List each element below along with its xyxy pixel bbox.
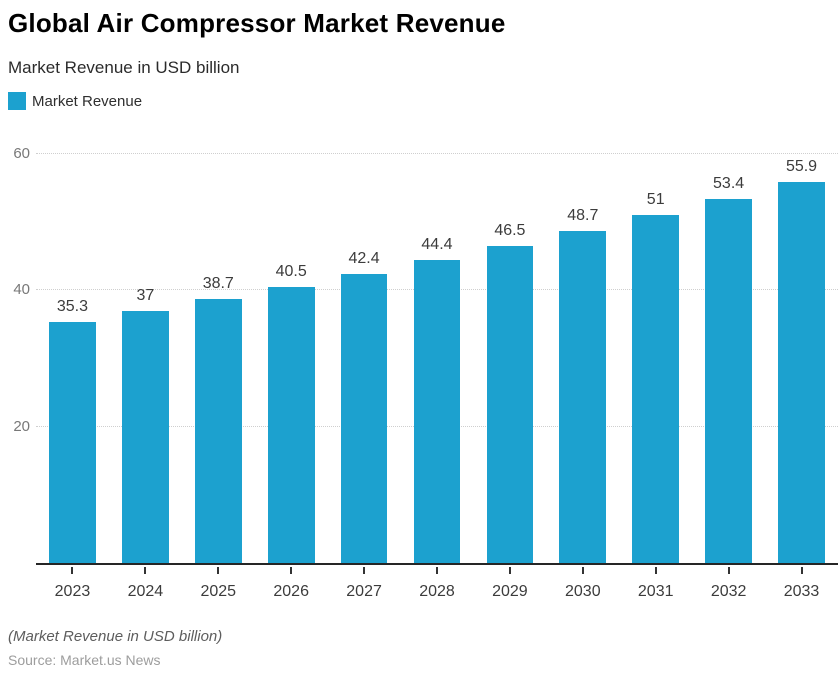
- x-axis-tick: [217, 567, 220, 574]
- bar-2033: [778, 181, 825, 563]
- x-axis-cell-2027: 2027: [328, 567, 401, 601]
- x-axis-cell-2023: 2023: [36, 567, 109, 601]
- x-axis-cell-2033: 2033: [765, 567, 838, 601]
- bar-column-2033: 55.9: [765, 154, 838, 563]
- x-axis-label-2025: 2025: [200, 583, 237, 600]
- chart-subtitle: Market Revenue in USD billion: [8, 58, 240, 77]
- x-axis: 2023 2024 2025 2026 2027 2028 2029 2030 2031 2032…: [36, 567, 838, 601]
- bar-data-label: 44.4: [421, 236, 453, 254]
- bar-column-2032: 53.4: [692, 154, 765, 563]
- bar-data-label: 53.4: [713, 175, 745, 192]
- x-axis-cell-2026: 2026: [255, 567, 328, 601]
- legend: Market Revenue: [8, 92, 142, 110]
- x-axis-tick: [581, 567, 584, 574]
- x-axis-tick: [508, 567, 511, 574]
- x-axis-cell-2032: 2032: [692, 567, 765, 601]
- x-axis-tick: [435, 567, 438, 574]
- bar-column-2029: 46.5: [473, 154, 546, 563]
- bar-column-2027: 42.4: [328, 154, 401, 563]
- bar-data-label: 35.3: [56, 298, 89, 316]
- bar-column-2028: 44.4: [401, 154, 474, 563]
- bar-column-2030: 48.7: [546, 154, 619, 563]
- bar-2023: [49, 322, 96, 563]
- bar-data-label: 48.7: [567, 207, 599, 225]
- x-axis-cell-2029: 2029: [473, 567, 546, 601]
- x-axis-tick: [800, 567, 803, 574]
- bar-data-label: 40.5: [275, 262, 307, 280]
- bar-column-2023: 35.3: [36, 154, 109, 563]
- x-axis-tick: [290, 567, 293, 574]
- x-axis-cell-2028: 2028: [401, 567, 474, 601]
- y-axis-tick-label: 40: [13, 281, 30, 299]
- bar-data-label: 42.4: [348, 249, 380, 267]
- x-axis-tick: [727, 567, 730, 574]
- bar-2029: [486, 246, 534, 563]
- bar-2030: [559, 231, 607, 563]
- footer-source: Source: Market.us News: [8, 652, 161, 668]
- x-axis-label-2028: 2028: [419, 583, 455, 600]
- x-axis-label-2023: 2023: [54, 583, 91, 600]
- gridline-y60: [36, 153, 838, 154]
- bar-data-label: 46.5: [494, 222, 526, 240]
- footer-note: (Market Revenue in USD billion): [8, 628, 223, 645]
- bar-column-2031: 51: [619, 154, 692, 563]
- bar-column-2024: 37: [109, 154, 182, 563]
- bar-2032: [705, 199, 752, 563]
- x-axis-cell-2031: 2031: [619, 567, 692, 601]
- x-axis-tick: [71, 567, 74, 574]
- bar-2025: [194, 299, 242, 563]
- bar-2031: [632, 215, 680, 563]
- x-axis-label-2029: 2029: [492, 583, 528, 600]
- bar-data-label: 37: [136, 286, 155, 304]
- bars-container: 35.3 37 38.7 40.5 42.4 44.4 46.5 48.7 51 53.4 55.9: [36, 154, 838, 563]
- bar-data-label: 51: [646, 191, 665, 209]
- x-axis-label-2024: 2024: [127, 583, 164, 600]
- x-axis-tick: [654, 567, 657, 574]
- x-axis-tick: [363, 567, 366, 574]
- bar-column-2025: 38.7: [182, 154, 255, 563]
- x-axis-label-2032: 2032: [710, 583, 747, 600]
- x-axis-label-2026: 2026: [273, 583, 309, 600]
- legend-swatch-icon: [8, 92, 26, 110]
- x-axis-cell-2025: 2025: [182, 567, 255, 601]
- plot-area: 35.3 37 38.7 40.5 42.4 44.4 46.5 48.7 51 53.4 55.9…: [13, 146, 838, 565]
- x-axis-tick: [144, 567, 147, 574]
- bar-2027: [340, 273, 388, 563]
- x-axis-label-2031: 2031: [637, 583, 674, 600]
- chart-title: Global Air Compressor Market Revenue: [8, 8, 506, 38]
- x-axis-cell-2030: 2030: [546, 567, 619, 601]
- y-axis-tick-label: 20: [13, 417, 30, 435]
- bar-2024: [122, 310, 169, 563]
- bar-column-2026: 40.5: [255, 154, 328, 563]
- legend-label: Market Revenue: [32, 92, 143, 110]
- bar-2028: [413, 260, 461, 563]
- bar-data-label: 38.7: [202, 275, 234, 293]
- x-axis-cell-2024: 2024: [109, 567, 182, 601]
- x-axis-label-2033: 2033: [783, 583, 820, 600]
- bar-2026: [267, 286, 315, 563]
- x-axis-label-2030: 2030: [565, 583, 601, 600]
- bar-data-label: 55.9: [785, 157, 818, 175]
- x-axis-label-2027: 2027: [346, 583, 382, 600]
- y-axis-tick-label: 60: [13, 145, 30, 162]
